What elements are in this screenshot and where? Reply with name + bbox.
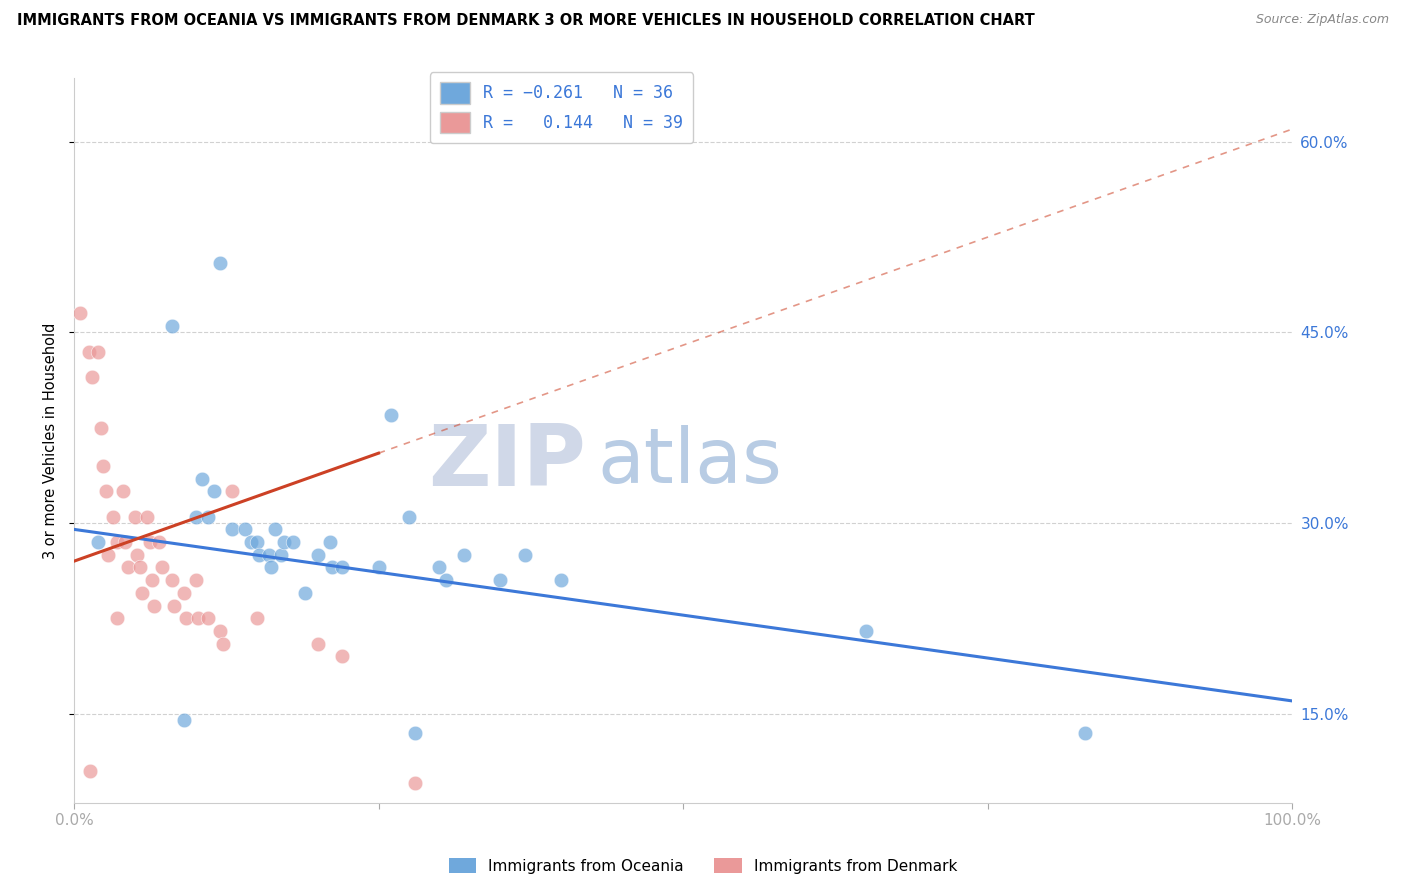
Point bbox=[150, 560, 173, 574]
Point bbox=[173, 713, 195, 727]
Point bbox=[79, 764, 101, 778]
Point bbox=[87, 344, 110, 359]
Point bbox=[202, 484, 225, 499]
Point bbox=[141, 573, 163, 587]
Point bbox=[1074, 725, 1097, 739]
Point bbox=[855, 624, 877, 638]
Point bbox=[91, 458, 114, 473]
Point bbox=[221, 484, 243, 499]
Point bbox=[114, 535, 136, 549]
Point bbox=[429, 560, 451, 574]
Point bbox=[77, 344, 100, 359]
Point bbox=[143, 599, 166, 613]
Point bbox=[211, 637, 233, 651]
Point bbox=[131, 586, 153, 600]
Point bbox=[111, 484, 134, 499]
Text: atlas: atlas bbox=[598, 425, 783, 500]
Point bbox=[187, 611, 209, 625]
Point bbox=[550, 573, 572, 587]
Point bbox=[257, 548, 280, 562]
Point bbox=[273, 535, 295, 549]
Point bbox=[489, 573, 512, 587]
Point bbox=[398, 509, 420, 524]
Legend: R = −0.261   N = 36, R =   0.144   N = 39: R = −0.261 N = 36, R = 0.144 N = 39 bbox=[430, 72, 693, 144]
Y-axis label: 3 or more Vehicles in Household: 3 or more Vehicles in Household bbox=[44, 322, 58, 558]
Point bbox=[105, 535, 128, 549]
Text: Source: ZipAtlas.com: Source: ZipAtlas.com bbox=[1256, 13, 1389, 27]
Point bbox=[246, 611, 269, 625]
Point bbox=[319, 535, 342, 549]
Point bbox=[270, 548, 292, 562]
Point bbox=[173, 586, 195, 600]
Point bbox=[260, 560, 283, 574]
Text: IMMIGRANTS FROM OCEANIA VS IMMIGRANTS FROM DENMARK 3 OR MORE VEHICLES IN HOUSEHO: IMMIGRANTS FROM OCEANIA VS IMMIGRANTS FR… bbox=[17, 13, 1035, 29]
Point bbox=[124, 509, 146, 524]
Point bbox=[138, 535, 160, 549]
Point bbox=[160, 319, 183, 334]
Point bbox=[283, 535, 305, 549]
Point bbox=[380, 408, 402, 422]
Legend: Immigrants from Oceania, Immigrants from Denmark: Immigrants from Oceania, Immigrants from… bbox=[443, 852, 963, 880]
Point bbox=[404, 776, 426, 790]
Point bbox=[453, 548, 475, 562]
Point bbox=[221, 522, 243, 536]
Point bbox=[163, 599, 186, 613]
Point bbox=[191, 472, 214, 486]
Point bbox=[294, 586, 316, 600]
Point bbox=[174, 611, 197, 625]
Point bbox=[233, 522, 256, 536]
Point bbox=[330, 649, 353, 664]
Point bbox=[197, 611, 219, 625]
Point bbox=[148, 535, 170, 549]
Point bbox=[87, 535, 110, 549]
Point bbox=[105, 611, 128, 625]
Point bbox=[184, 509, 207, 524]
Text: ZIP: ZIP bbox=[427, 421, 586, 504]
Point bbox=[128, 560, 150, 574]
Point bbox=[321, 560, 343, 574]
Point bbox=[247, 548, 270, 562]
Point bbox=[209, 624, 232, 638]
Point bbox=[246, 535, 269, 549]
Point bbox=[101, 509, 124, 524]
Point bbox=[307, 548, 329, 562]
Point bbox=[69, 306, 91, 320]
Point bbox=[90, 421, 112, 435]
Point bbox=[160, 573, 183, 587]
Point bbox=[184, 573, 207, 587]
Point bbox=[307, 637, 329, 651]
Point bbox=[97, 548, 120, 562]
Point bbox=[239, 535, 262, 549]
Point bbox=[197, 509, 219, 524]
Point bbox=[136, 509, 159, 524]
Point bbox=[367, 560, 389, 574]
Point bbox=[264, 522, 287, 536]
Point bbox=[404, 725, 426, 739]
Point bbox=[127, 548, 149, 562]
Point bbox=[513, 548, 536, 562]
Point bbox=[434, 573, 457, 587]
Point bbox=[117, 560, 139, 574]
Point bbox=[209, 255, 232, 269]
Point bbox=[330, 560, 353, 574]
Point bbox=[82, 370, 104, 384]
Point bbox=[94, 484, 117, 499]
